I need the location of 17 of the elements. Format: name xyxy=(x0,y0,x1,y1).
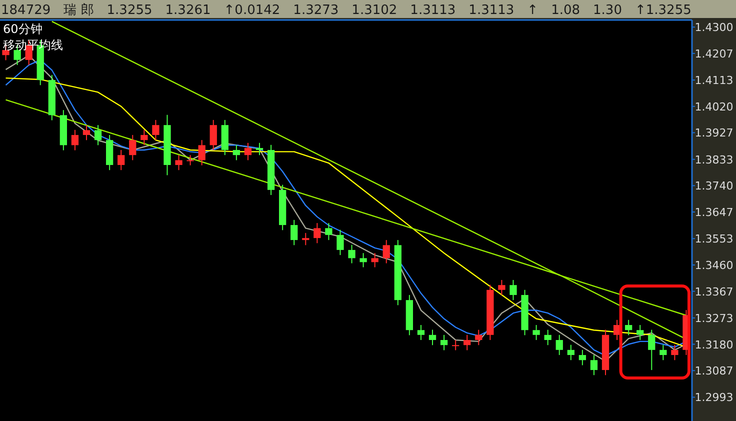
y-tick-label: 1.3833 xyxy=(694,153,734,166)
annotations: 184729 瑞 郎 1.3255 1.3261 ↑0.0142 1.3273 1.3102 1.3113 1.3113 ↑ 1.08 1.30 ↑1.3255 xyxy=(1,3,692,18)
y-tick-label: 1.3740 xyxy=(694,180,734,193)
y-tick-label: 1.3367 xyxy=(694,285,734,298)
y-tick-label: 1.3927 xyxy=(694,126,734,140)
y-tick-label: 1.3647 xyxy=(694,206,734,220)
y-tick-label: 1.4207 xyxy=(694,47,734,60)
y-tick-label: 1.4300 xyxy=(694,21,734,34)
y-tick-label: 1.3087 xyxy=(694,364,734,378)
y-tick-label: 1.2993 xyxy=(694,391,734,404)
y-tick-label: 1.3460 xyxy=(694,258,734,272)
y-tick-label: 1.4113 xyxy=(694,74,734,88)
y-tick-label: 1.3553 xyxy=(694,232,734,246)
chart-title: 60分钟 xyxy=(3,22,42,36)
y-tick-label: 1.4020 xyxy=(694,100,734,114)
y-tick-label: 1.3180 xyxy=(694,338,734,352)
y-tick-label: 1.3273 xyxy=(694,312,734,325)
